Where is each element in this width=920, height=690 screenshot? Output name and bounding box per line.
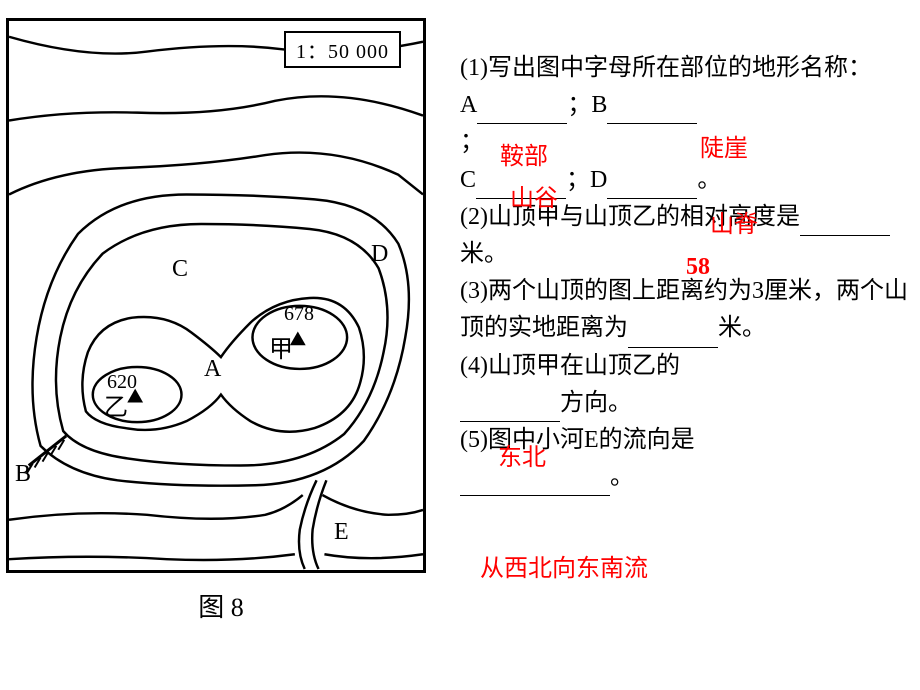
blank-q3 bbox=[628, 322, 718, 348]
q5-end: 。 bbox=[610, 464, 634, 490]
answer-q2: 58 bbox=[686, 254, 710, 281]
contour-map: 1：50 000 A B C D E 甲 乙 678 620 bbox=[6, 18, 426, 573]
blank-q2 bbox=[800, 210, 890, 236]
blank-D bbox=[607, 173, 697, 199]
answer-q4: 东北 bbox=[498, 437, 546, 472]
blank-q5 bbox=[460, 470, 610, 496]
blank-A bbox=[477, 98, 567, 124]
q3: (3)两个山顶的图上距离约为3厘米，两个山顶的实地距离为米。 bbox=[460, 273, 910, 347]
label-E: E bbox=[334, 519, 349, 546]
label-A: A bbox=[204, 356, 221, 383]
q1-end: 。 bbox=[697, 167, 721, 193]
q4: (4)山顶甲在山顶乙的 方向。 bbox=[460, 348, 910, 422]
contour-lines bbox=[9, 21, 423, 570]
q1-C-prefix: C bbox=[460, 167, 476, 193]
q1-intro: (1)写出图中字母所在部位的地形名称： bbox=[460, 50, 910, 87]
blank-B bbox=[607, 98, 697, 124]
answer-D: 山脊 bbox=[710, 204, 758, 239]
label-D: D bbox=[371, 241, 388, 268]
label-jia: 甲 bbox=[269, 329, 293, 364]
q4-text-b: 方向。 bbox=[560, 390, 632, 416]
elev-yi: 620 bbox=[107, 371, 137, 394]
label-C: C bbox=[172, 256, 188, 283]
answer-q5: 从西北向东南流 bbox=[480, 548, 648, 583]
answer-B: 陡崖 bbox=[700, 128, 748, 163]
elev-jia: 678 bbox=[284, 303, 314, 326]
q1-D-prefix: ；D bbox=[566, 167, 607, 193]
answer-C: 山谷 bbox=[510, 178, 558, 213]
figure-caption: 图 8 bbox=[6, 587, 436, 624]
q3-unit: 米。 bbox=[718, 315, 766, 341]
q5-text: (5)图中小河E的流向是 bbox=[460, 427, 695, 453]
q1-B-prefix: ；B bbox=[567, 92, 607, 118]
q2-unit: 米。 bbox=[460, 241, 508, 267]
answer-A: 鞍部 bbox=[500, 136, 548, 171]
q1-A-prefix: A bbox=[460, 92, 477, 118]
label-B: B bbox=[15, 461, 31, 488]
q1-line1: A ；B bbox=[460, 87, 910, 124]
scale-label: 1：50 000 bbox=[284, 31, 401, 68]
q4-text-a: (4)山顶甲在山顶乙的 bbox=[460, 353, 680, 379]
blank-q4 bbox=[460, 396, 560, 422]
question-text: (1)写出图中字母所在部位的地形名称： A；B ； C；D。 (2)山顶甲与山顶… bbox=[460, 50, 910, 496]
